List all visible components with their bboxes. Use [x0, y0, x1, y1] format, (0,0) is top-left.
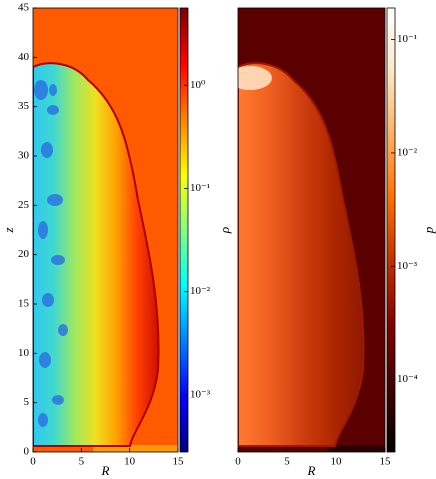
x-tick-label: 15: [173, 456, 185, 468]
x-axis-label: R: [307, 463, 316, 478]
colorbar-tick-label: 10⁻⁴: [397, 373, 418, 385]
colorbar-tick-label: 10⁻¹: [190, 182, 210, 194]
eddy: [47, 194, 63, 206]
field: [238, 8, 385, 452]
eddy: [38, 221, 48, 239]
y-tick-label: 20: [18, 248, 30, 260]
bottom-band: [328, 445, 385, 452]
y-tick-label: 35: [18, 100, 30, 112]
field: [33, 8, 178, 452]
colorbar-tick-label: 10⁻¹: [397, 33, 417, 45]
y-tick-label: 25: [18, 199, 30, 211]
colorbar-label: ρ: [217, 227, 232, 234]
axes-frame: [237, 7, 386, 453]
eddy: [49, 84, 57, 96]
y-tick-label: 0: [24, 446, 30, 458]
eddy: [34, 80, 48, 100]
eddy: [52, 395, 64, 405]
y-tick-label: 45: [18, 2, 30, 14]
eddy: [38, 413, 48, 427]
y-axis-label: z: [1, 227, 16, 233]
colorbar-label: p: [421, 226, 436, 234]
colorbar-tick-label: 10⁻³: [190, 388, 211, 400]
eddy: [42, 293, 54, 307]
eddy: [47, 105, 59, 115]
axes-frame: [32, 7, 179, 453]
eddy: [39, 352, 51, 368]
colorbar-tick-label: 10⁻³: [397, 260, 418, 272]
y-tick-label: 5: [24, 396, 30, 408]
x-tick-label: 0: [30, 456, 36, 468]
y-tick-label: 15: [18, 298, 30, 310]
x-tick-label: 10: [331, 456, 343, 468]
cap: [238, 66, 272, 90]
colorbar-tick-label: 10⁻²: [190, 285, 211, 297]
x-tick-label: 0: [235, 456, 241, 468]
eddy: [58, 324, 68, 336]
colorbar-tick-label: 10⁻²: [397, 146, 418, 158]
colorbar-tick-label: 10⁰: [190, 79, 206, 91]
bottom-band: [93, 445, 178, 452]
colorbar: [386, 7, 396, 453]
eddy: [41, 142, 53, 158]
x-tick-label: 5: [79, 456, 85, 468]
bubble: [33, 62, 160, 447]
y-tick-label: 40: [18, 51, 30, 63]
x-tick-label: 10: [124, 456, 136, 468]
bubble: [238, 62, 365, 447]
x-axis-label: R: [101, 463, 110, 478]
x-tick-label: 15: [380, 456, 392, 468]
y-tick-label: 30: [18, 150, 30, 162]
colorbar: [179, 7, 189, 453]
y-tick-label: 10: [18, 347, 30, 359]
eddy: [51, 255, 65, 265]
x-tick-label: 5: [284, 456, 290, 468]
